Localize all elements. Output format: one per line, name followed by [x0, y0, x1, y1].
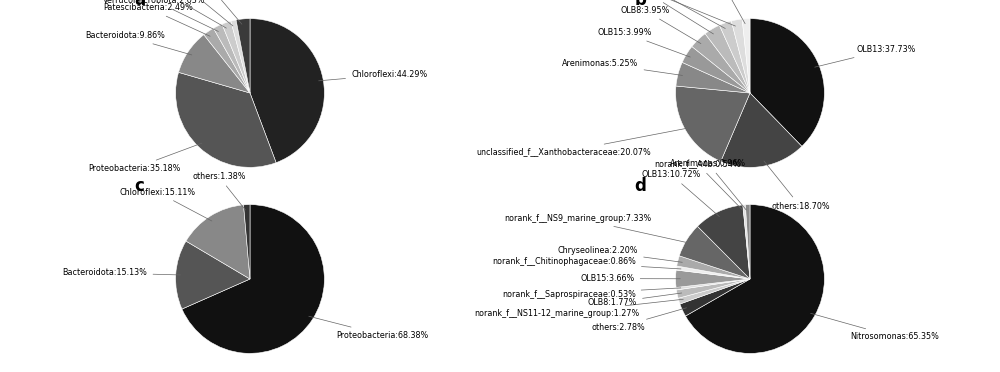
- Wedge shape: [719, 21, 750, 93]
- Text: norank_f__NS9_marine_group:7.33%: norank_f__NS9_marine_group:7.33%: [505, 214, 690, 243]
- Text: b: b: [635, 0, 647, 9]
- Text: norank_f__Saprospiraceae:0.53%: norank_f__Saprospiraceae:0.53%: [502, 288, 681, 299]
- Wedge shape: [677, 256, 750, 279]
- Text: Proteobacteria:35.18%: Proteobacteria:35.18%: [88, 143, 202, 173]
- Text: Arenimonas:0.96%: Arenimonas:0.96%: [670, 159, 746, 210]
- Text: Proteobacteria:68.38%: Proteobacteria:68.38%: [309, 316, 428, 340]
- Wedge shape: [236, 19, 250, 93]
- Wedge shape: [676, 279, 750, 298]
- Text: others:1.38%: others:1.38%: [192, 172, 246, 210]
- Text: LD29:1.68%: LD29:1.68%: [695, 0, 745, 24]
- Wedge shape: [721, 93, 802, 167]
- Wedge shape: [745, 205, 750, 279]
- Wedge shape: [176, 72, 276, 167]
- Text: Chloroflexi:44.29%: Chloroflexi:44.29%: [319, 70, 427, 81]
- Text: Arenimonas:5.25%: Arenimonas:5.25%: [562, 59, 683, 76]
- Wedge shape: [678, 279, 750, 304]
- Text: norank_f__NS11-12_marine_group:1.27%: norank_f__NS11-12_marine_group:1.27%: [475, 299, 683, 318]
- Text: OLB15:3.66%: OLB15:3.66%: [580, 274, 680, 283]
- Wedge shape: [676, 279, 750, 290]
- Text: a: a: [135, 0, 146, 9]
- Text: Nitrosomonas:65.35%: Nitrosomonas:65.35%: [811, 313, 939, 341]
- Wedge shape: [680, 279, 750, 316]
- Wedge shape: [743, 205, 750, 279]
- Wedge shape: [731, 19, 750, 93]
- Wedge shape: [250, 19, 324, 163]
- Text: OLB13:10.72%: OLB13:10.72%: [642, 170, 719, 217]
- Wedge shape: [679, 226, 750, 279]
- Wedge shape: [676, 270, 750, 288]
- Wedge shape: [231, 20, 250, 93]
- Text: others:18.70%: others:18.70%: [764, 161, 830, 211]
- Text: Actinobacteriota:2.00%: Actinobacteriota:2.00%: [123, 0, 226, 28]
- Wedge shape: [179, 35, 250, 93]
- Text: unclassified_f__Xanthobacteraceae:20.07%: unclassified_f__Xanthobacteraceae:20.07%: [476, 128, 690, 156]
- Wedge shape: [705, 25, 750, 93]
- Text: Chloroflexi:15.11%: Chloroflexi:15.11%: [119, 187, 212, 221]
- Text: Nitrosomonas:3.56%: Nitrosomonas:3.56%: [607, 0, 713, 34]
- Wedge shape: [676, 62, 750, 93]
- Text: OLB8:1.77%: OLB8:1.77%: [588, 293, 682, 307]
- Text: others:2.78%: others:2.78%: [592, 308, 687, 332]
- Text: OLB15:3.99%: OLB15:3.99%: [597, 28, 690, 57]
- Text: OLB13:37.73%: OLB13:37.73%: [815, 45, 916, 67]
- Text: norank_f__norank_o__norank_c__Dojkabacteria:2.36%: norank_f__norank_o__norank_c__Dojkabacte…: [512, 0, 735, 26]
- Wedge shape: [676, 86, 750, 161]
- Wedge shape: [685, 205, 824, 353]
- Text: Patescibacteria:2.49%: Patescibacteria:2.49%: [103, 3, 210, 36]
- Text: Bacteroidota:15.13%: Bacteroidota:15.13%: [63, 269, 180, 278]
- Text: d: d: [635, 177, 647, 195]
- Wedge shape: [692, 34, 750, 93]
- Wedge shape: [182, 205, 324, 353]
- Text: Bacteroidota:9.86%: Bacteroidota:9.86%: [85, 31, 192, 55]
- Wedge shape: [176, 241, 250, 309]
- Wedge shape: [750, 19, 824, 146]
- Wedge shape: [222, 21, 250, 93]
- Text: OLB8:3.95%: OLB8:3.95%: [620, 6, 701, 44]
- Text: Verrucomicrobiota:2.03%: Verrucomicrobiota:2.03%: [103, 0, 218, 32]
- Text: Firmicutes:1.14%: Firmicutes:1.14%: [158, 0, 233, 26]
- Text: others:3.00%: others:3.00%: [187, 0, 242, 24]
- Text: Chryseolinea:2.20%: Chryseolinea:2.20%: [558, 246, 682, 262]
- Wedge shape: [186, 205, 250, 279]
- Wedge shape: [204, 28, 250, 93]
- Text: norank_f__A4b:0.54%: norank_f__A4b:0.54%: [654, 160, 743, 210]
- Wedge shape: [676, 266, 750, 279]
- Text: c: c: [135, 177, 145, 195]
- Wedge shape: [742, 19, 750, 93]
- Wedge shape: [697, 205, 750, 279]
- Text: norank_f__Saprospiraceae:2.71%: norank_f__Saprospiraceae:2.71%: [578, 0, 725, 29]
- Wedge shape: [244, 205, 250, 279]
- Wedge shape: [213, 24, 250, 93]
- Wedge shape: [682, 46, 750, 93]
- Text: norank_f__Chitinophagaceae:0.86%: norank_f__Chitinophagaceae:0.86%: [492, 257, 681, 269]
